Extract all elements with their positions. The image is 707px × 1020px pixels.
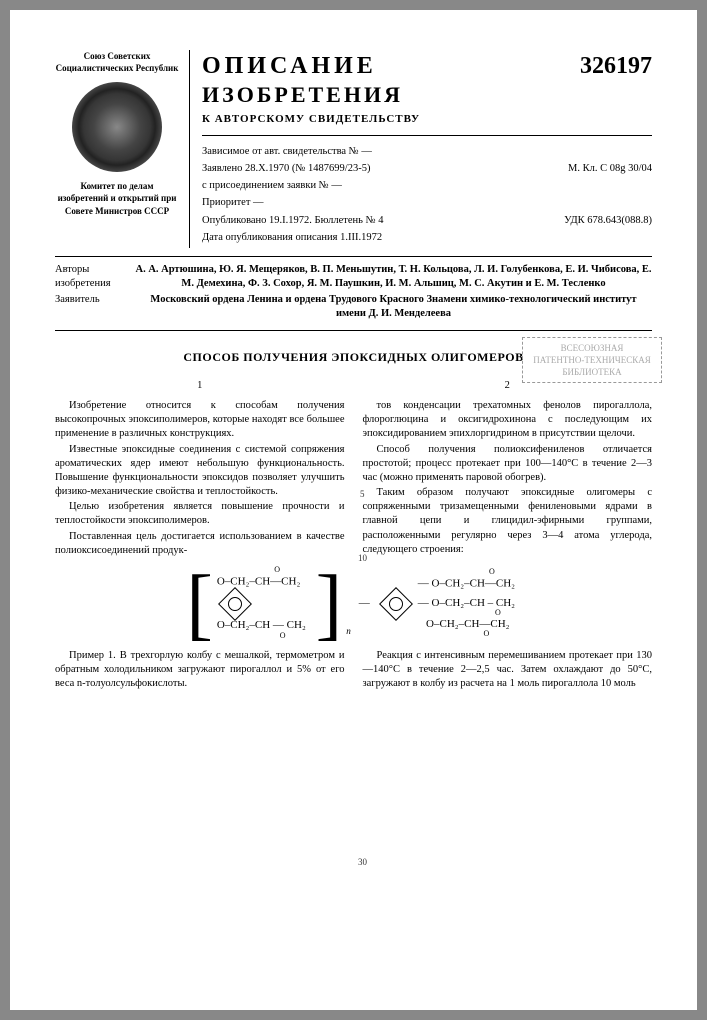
org-top: Союз Советских Социалистических Республи… — [55, 50, 179, 74]
line-number-10: 10 — [358, 552, 367, 564]
stamp-line3: БИБЛИОТЕКА — [531, 366, 653, 378]
meta-published: Опубликовано 19.I.1972. Бюллетень № 4 — [202, 214, 383, 228]
col1-p3: Целью изобретения является повышение про… — [55, 500, 345, 528]
doc-title-text: СПОСОБ ПОЛУЧЕНИЯ ЭПОКСИДНЫХ ОЛИГОМЕРОВ — [183, 350, 523, 364]
title-izobreteniya: ИЗОБРЕТЕНИЯ — [202, 80, 652, 110]
line-number-5: 5 — [360, 488, 365, 500]
authors-block: Авторы изобретения А. А. Артюшина, Ю. Я.… — [55, 263, 652, 331]
bracket-right-icon: ] — [316, 572, 343, 636]
f-line-a: O–CH₂–CH—CH₂ — [217, 576, 300, 588]
col2-p1: тов конденсации трехатомных фенолов пиро… — [363, 399, 653, 442]
meta-filed: Заявлено 28.X.1970 (№ 1487699/23-5) — [202, 162, 370, 176]
authors-names: А. А. Артюшина, Ю. Я. Мещеряков, В. П. М… — [135, 263, 652, 291]
col2-p3: Таким образом получают эпоксидные олигом… — [363, 486, 653, 557]
document-title: СПОСОБ ПОЛУЧЕНИЯ ЭПОКСИДНЫХ ОЛИГОМЕРОВ В… — [55, 349, 652, 365]
f-o1: O — [274, 565, 280, 574]
example1: Пример 1. В трехгорлую колбу с мешалкой,… — [55, 649, 345, 692]
org-bottom: Комитет по делам изобретений и открытий … — [55, 180, 179, 216]
meta-dependent: Зависимое от авт. свидетельства № — — [202, 145, 372, 159]
line-number-30: 30 — [358, 856, 367, 868]
f-line-d: O–CH₂–CH – CH₂ — [432, 597, 515, 609]
column-2: 2 тов конденсации трехатомных фенолов пи… — [363, 379, 653, 559]
formula-unit-1: O–CH₂–CH—CH₂O O–CH₂–CH — CH₂O — [217, 571, 312, 637]
bottom-col2: Реакция с интенсивным перемешиванием про… — [363, 649, 653, 693]
formula-unit-2: — O–CH₂–CH—CH₂O — O–CH₂–CH – CH₂O O–CH₂–… — [418, 573, 521, 636]
authors-label: Авторы изобретения — [55, 263, 135, 291]
f-line-c: O–CH₂–CH—CH₂ — [432, 577, 515, 589]
f-line-b: O–CH₂–CH — CH₂ — [217, 619, 306, 631]
ussr-emblem-icon — [72, 82, 162, 172]
subtitle: К АВТОРСКОМУ СВИДЕТЕЛЬСТВУ — [202, 112, 652, 127]
f-o2: O — [280, 631, 286, 640]
f-o4: O — [495, 608, 501, 617]
reaction-text: Реакция с интенсивным перемешиванием про… — [363, 649, 653, 692]
benzene-ring-icon — [218, 587, 252, 621]
chemical-formula: [ O–CH₂–CH—CH₂O O–CH₂–CH — CH₂O ] n — — … — [55, 571, 652, 637]
f-line-e: O–CH₂–CH—CH₂ — [426, 618, 509, 630]
patent-number: 326197 — [580, 50, 652, 82]
formula-subscript-n: n — [346, 625, 351, 637]
col1-p2: Известные эпоксидные соединения с систем… — [55, 443, 345, 500]
meta-priority: Приоритет — — [202, 196, 264, 210]
f-o5: O — [484, 629, 490, 638]
meta-udk: УДК 678.643(088.8) — [564, 214, 652, 228]
body-columns: 1 Изобретение относится к способам получ… — [55, 379, 652, 559]
bracket-left-icon: [ — [186, 572, 213, 636]
stamp-line2: ПАТЕНТНО-ТЕХНИЧЕСКАЯ — [531, 354, 653, 366]
header-left: Союз Советских Социалистических Республи… — [55, 50, 190, 248]
bottom-columns: Пример 1. В трехгорлую колбу с мешалкой,… — [55, 649, 652, 693]
meta-class: М. Кл. C 08g 30/04 — [568, 162, 652, 176]
title-opisanie: ОПИСАНИЕ — [202, 53, 377, 79]
patent-page: Союз Советских Социалистических Республи… — [10, 10, 697, 1010]
col1-p1: Изобретение относится к способам получен… — [55, 399, 345, 442]
column-1: 1 Изобретение относится к способам получ… — [55, 379, 345, 559]
applicant-name: Московский ордена Ленина и ордена Трудов… — [135, 293, 652, 321]
header-center: ОПИСАНИЕ 326197 ИЗОБРЕТЕНИЯ К АВТОРСКОМУ… — [190, 50, 652, 248]
col2-p2: Способ получения полиоксифениленов отлич… — [363, 443, 653, 486]
library-stamp: ВСЕСОЮЗНАЯ ПАТЕНТНО-ТЕХНИЧЕСКАЯ БИБЛИОТЕ… — [522, 337, 662, 383]
benzene-ring-2-icon — [379, 587, 413, 621]
col1-num: 1 — [55, 379, 345, 393]
f-o3: O — [489, 567, 495, 576]
applicant-label: Заявитель — [55, 293, 135, 321]
meta-pubdate: Дата опубликования описания 1.III.1972 — [202, 231, 382, 245]
meta-joined: с присоединением заявки № — — [202, 179, 342, 193]
stamp-line1: ВСЕСОЮЗНАЯ — [531, 342, 653, 354]
header: Союз Советских Социалистических Республи… — [55, 50, 652, 257]
bottom-col1: Пример 1. В трехгорлую колбу с мешалкой,… — [55, 649, 345, 693]
col1-p4: Поставленная цель достигается использова… — [55, 530, 345, 558]
